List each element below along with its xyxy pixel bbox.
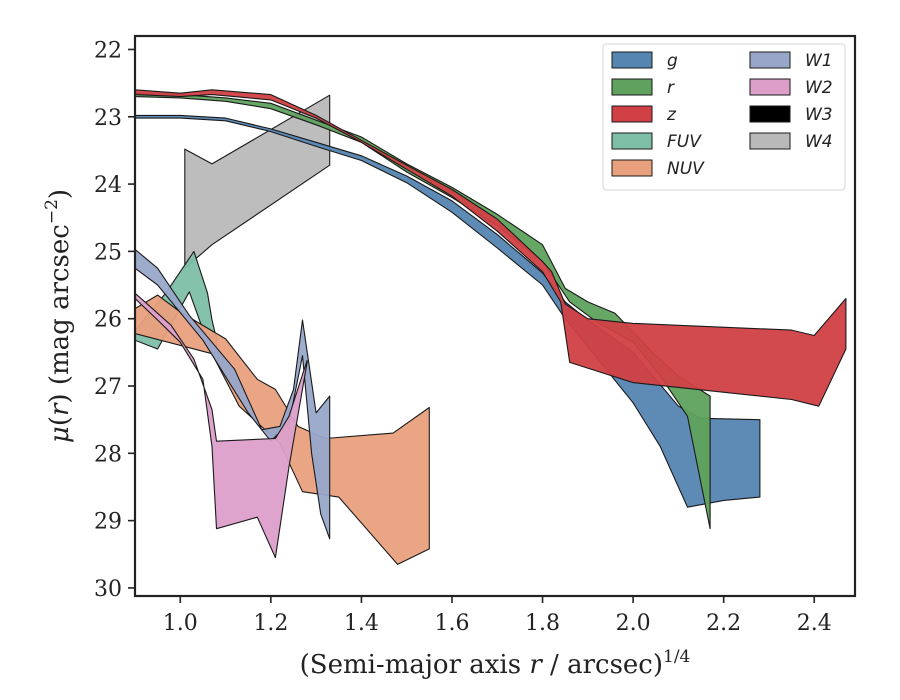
legend-swatch-g [611,51,653,69]
y-tick-label: 23 [94,106,122,131]
legend-swatch-nuv [611,159,653,177]
legend-label-z: z [666,105,677,125]
y-tick-label: 25 [94,240,122,265]
y-tick-label: 26 [94,308,122,333]
x-tick-label: 2.4 [797,611,832,636]
y-tick-label: 22 [94,38,122,63]
legend-swatch-w3 [749,105,791,123]
y-axis-label: μ(r) (mag arcsec−2) [42,189,75,443]
legend-label-g: g [667,51,678,71]
legend-swatch-fuv [611,132,653,150]
legend-label-r: r [667,78,675,98]
area-z [135,89,847,407]
legend-swatch-w4 [749,132,791,150]
legend-label-w3: W3 [805,105,833,125]
area-w1 [135,248,331,540]
legend-label-nuv: NUV [667,159,705,179]
x-tick-label: 2.0 [616,611,651,636]
x-tick-label: 2.2 [706,611,741,636]
legend-label-w4: W4 [805,132,833,152]
area-r [135,92,711,530]
plot-frame [133,34,857,598]
x-tick-label: 1.8 [525,611,560,636]
legend-swatch-w2 [749,78,791,96]
legend: grz FUV NUV W1 W2 W3 W4 [602,43,846,191]
y-tick-label: 28 [94,442,122,467]
plot-areas [135,89,847,565]
legend-label-w1: W1 [805,51,833,71]
x-tick-label: 1.0 [163,611,198,636]
y-axis: 22 23 24 25 26 27 28 29 30 [94,38,135,602]
x-axis-label: (Semi-major axis r / arcsec)1/4 [300,647,691,680]
legend-swatch-r [611,78,653,96]
legend-swatch-z [611,105,653,123]
x-axis: 1.0 1.2 1.4 1.6 1.8 2.0 2.2 2.4 [163,596,832,636]
y-tick-label: 30 [94,577,122,602]
x-tick-label: 1.4 [344,611,379,636]
y-tick-label: 27 [94,375,122,400]
area-w2 [135,292,308,559]
y-tick-label: 24 [94,173,122,198]
y-tick-label: 29 [94,510,122,535]
legend-label-w2: W2 [805,78,833,98]
x-tick-label: 1.6 [434,611,469,636]
legend-label-fuv: FUV [667,132,702,152]
x-tick-label: 1.2 [253,611,288,636]
legend-swatch-w1 [749,51,791,69]
